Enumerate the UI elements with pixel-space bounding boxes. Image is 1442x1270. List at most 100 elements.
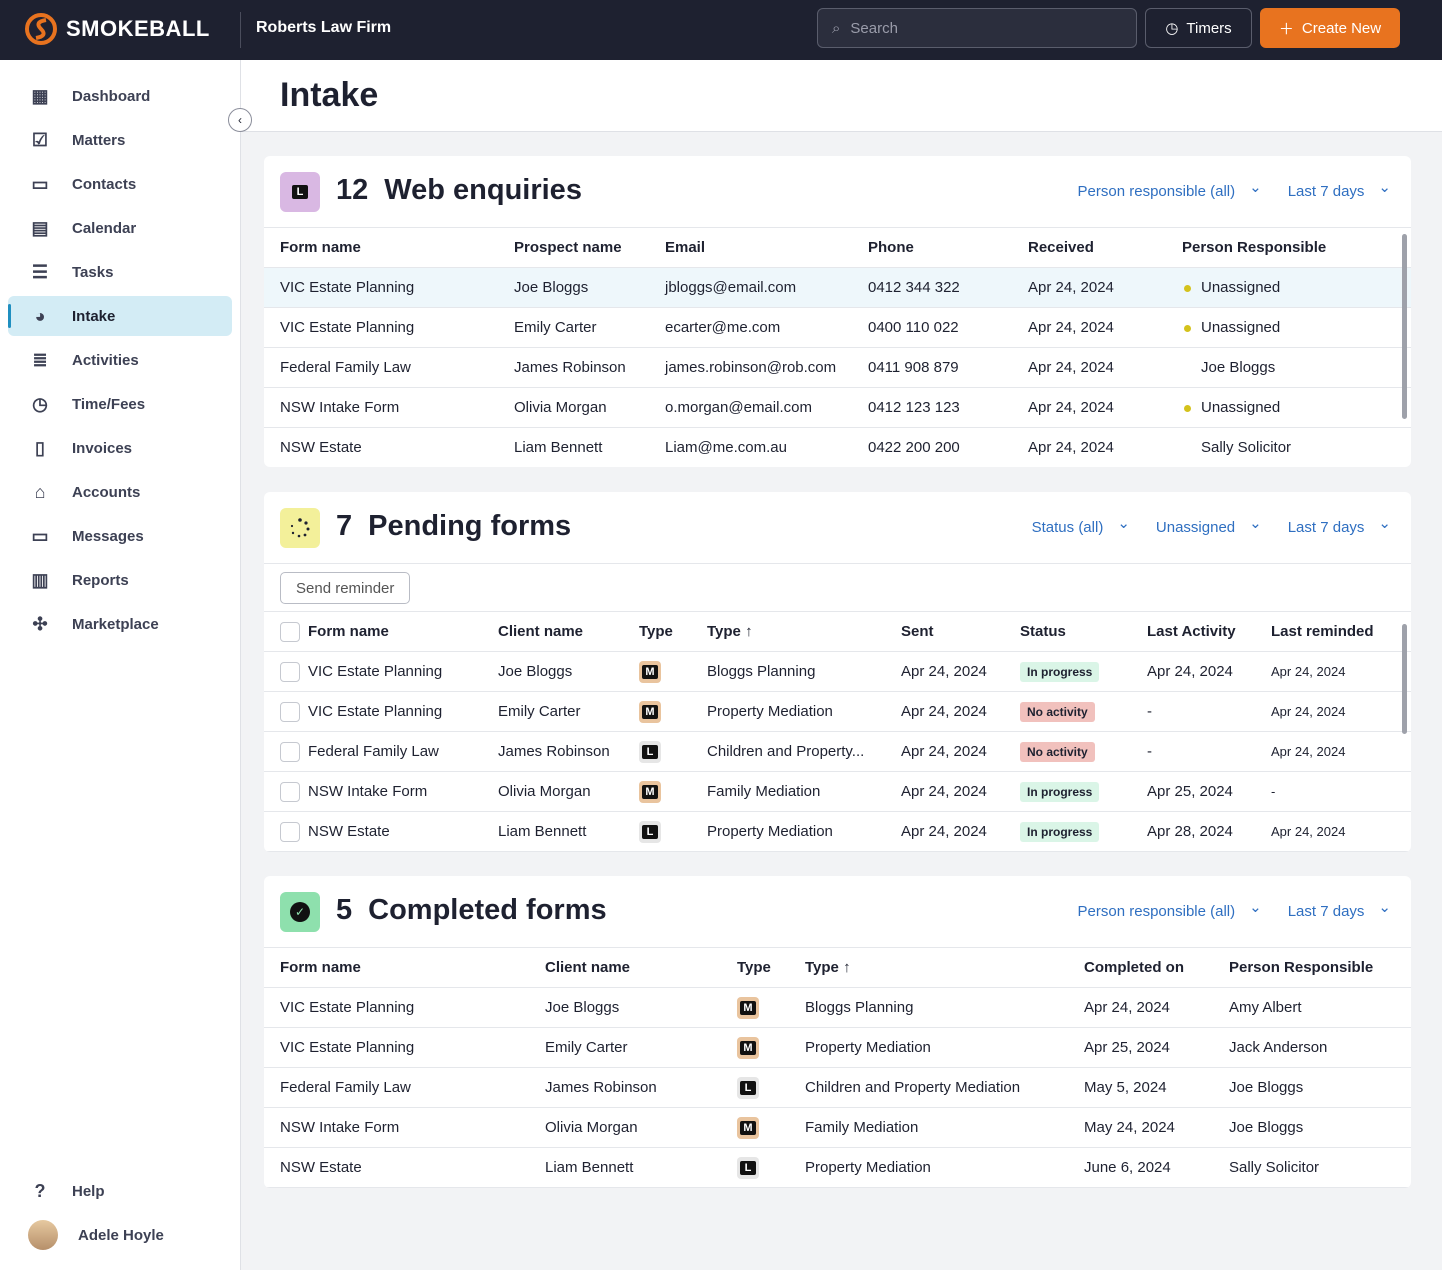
sidebar-item-dashboard[interactable]: ▦ Dashboard	[8, 76, 232, 116]
completed-date: May 24, 2024	[1084, 1119, 1175, 1136]
table-row[interactable]: VIC Estate Planning Emily Carter ecarter@m…	[264, 308, 1411, 348]
collapse-sidebar-button[interactable]: ‹	[228, 108, 252, 132]
activities-icon: ≣	[32, 349, 48, 370]
user-profile[interactable]: Adele Hoyle	[8, 1215, 232, 1255]
table-row[interactable]: VIC Estate Planning Joe Bloggs M Bloggs Pla…	[264, 988, 1411, 1028]
prospect-name: Olivia Morgan	[514, 399, 607, 416]
sidebar-item-accounts[interactable]: ⌂ Accounts	[8, 472, 232, 512]
column-header[interactable]: Last Activity	[1147, 623, 1236, 640]
status-cell: No activity	[1020, 742, 1147, 762]
received-date: Apr 24, 2024	[1028, 319, 1114, 336]
smokeball-logo[interactable]: SMOKEBALL	[24, 12, 210, 46]
filter-dropdown[interactable]: Person responsible (all)	[1078, 902, 1262, 920]
sidebar-item-activities[interactable]: ≣ Activities	[8, 340, 232, 380]
table-row[interactable]: VIC Estate Planning Joe Bloggs M Bloggs Pla…	[264, 652, 1411, 692]
row-checkbox[interactable]	[280, 821, 300, 842]
scrollbar[interactable]	[1402, 624, 1407, 734]
pending-count: 7	[336, 510, 353, 542]
column-header[interactable]: Prospect name	[514, 239, 622, 256]
table-row[interactable]: NSW Intake Form Olivia Morgan M Family Medi…	[264, 772, 1411, 812]
table-row[interactable]: NSW Intake Form Olivia Morgan o.morgan@ema…	[264, 388, 1411, 428]
scrollbar[interactable]	[1402, 234, 1407, 419]
sidebar: ‹ ▦ Dashboard ☑ Matters ▭ Contacts ▤ Calendar ☰ T…	[0, 60, 252, 1270]
person-responsible: Joe Bloggs	[1229, 1119, 1304, 1136]
column-header[interactable]: Person Responsible	[1182, 239, 1327, 256]
timers-button[interactable]: ◷ Timers	[1145, 8, 1252, 48]
column-header[interactable]: Type	[737, 959, 771, 976]
sidebar-item-help[interactable]: ? Help	[8, 1171, 232, 1211]
prospect-name: Liam Bennett	[514, 439, 603, 456]
column-header[interactable]: Type	[639, 623, 673, 640]
sidebar-item-matters[interactable]: ☑ Matters	[8, 120, 232, 160]
column-header[interactable]: Type ↑	[707, 623, 753, 640]
sidebar-item-label: Accounts	[72, 483, 141, 501]
intake-icon: ◕	[34, 305, 46, 326]
table-header: Form name Client name Type Type ↑ Sent Status…	[264, 612, 1411, 652]
email: Liam@me.com.au	[665, 439, 787, 456]
row-checkbox[interactable]	[280, 781, 300, 802]
sidebar-item-reports[interactable]: ▥ Reports	[8, 560, 232, 600]
filter-dropdown[interactable]: Status (all)	[1032, 518, 1130, 536]
filter-dropdown[interactable]: Last 7 days	[1288, 902, 1391, 920]
column-header[interactable]: Type ↑	[805, 959, 851, 976]
column-header[interactable]: Last reminded	[1271, 623, 1374, 640]
table-row[interactable]: NSW Estate Liam Bennett L Property Mediatio…	[264, 1148, 1411, 1188]
column-header[interactable]: Client name	[545, 959, 631, 976]
filter-dropdown[interactable]: Person responsible (all)	[1078, 182, 1262, 200]
table-row[interactable]: NSW Estate Liam Bennett L Property Mediatio…	[264, 812, 1411, 852]
column-header[interactable]: Phone	[868, 239, 914, 256]
check-circle-icon: ✓	[280, 892, 320, 932]
form-type-letter: M	[642, 664, 658, 679]
table-header: Form name Prospect name Email Phone Received…	[264, 228, 1411, 268]
sidebar-item-marketplace[interactable]: ✣ Marketplace	[8, 604, 232, 644]
table-row[interactable]: VIC Estate Planning Emily Carter M Property…	[264, 692, 1411, 732]
form-name: Federal Family Law	[280, 1079, 411, 1096]
table-row[interactable]: NSW Intake Form Olivia Morgan M Family Medi…	[264, 1108, 1411, 1148]
table-row[interactable]: Federal Family Law James Robinson L Childre…	[264, 732, 1411, 772]
column-header[interactable]: Form name	[280, 239, 361, 256]
table-row[interactable]: Federal Family Law James Robinson james.ro…	[264, 348, 1411, 388]
column-header[interactable]: Received	[1028, 239, 1094, 256]
column-header[interactable]: Email	[665, 239, 706, 256]
sidebar-item-tasks[interactable]: ☰ Tasks	[8, 252, 232, 292]
form-type: Bloggs Planning	[707, 663, 816, 680]
form-type-letter: L	[642, 744, 658, 759]
table-row[interactable]: Federal Family Law James Robinson L Childre…	[264, 1068, 1411, 1108]
table-row[interactable]: NSW Estate Liam Bennett Liam@me.com.au 0422…	[264, 428, 1411, 467]
filter-dropdown[interactable]: Last 7 days	[1288, 518, 1391, 536]
table-row[interactable]: VIC Estate Planning Emily Carter M Property…	[264, 1028, 1411, 1068]
section-title: Pending forms	[368, 510, 572, 542]
table-row[interactable]: VIC Estate Planning Joe Bloggs jbloggs@ema…	[264, 268, 1411, 308]
column-header[interactable]: Status	[1020, 623, 1066, 640]
status-badge: In progress	[1020, 662, 1100, 682]
last-reminded: Apr 24, 2024	[1271, 744, 1346, 759]
mediation-folder-icon: M	[639, 780, 661, 803]
row-checkbox[interactable]	[280, 701, 300, 722]
row-checkbox[interactable]	[280, 741, 300, 762]
column-header[interactable]: Completed on	[1084, 959, 1184, 976]
sidebar-item-time-fees[interactable]: ◷ Time/Fees	[8, 384, 232, 424]
client-name: Joe Bloggs	[545, 999, 620, 1016]
sidebar-item-contacts[interactable]: ▭ Contacts	[8, 164, 232, 204]
page-header: Intake	[241, 60, 1442, 132]
sidebar-item-calendar[interactable]: ▤ Calendar	[8, 208, 232, 248]
sidebar-item-invoices[interactable]: ▯ Invoices	[8, 428, 232, 468]
sidebar-item-intake[interactable]: ◕ Intake	[8, 296, 232, 336]
filter-dropdown[interactable]: Last 7 days	[1288, 182, 1391, 200]
search-input[interactable]: ⌕ Search	[817, 8, 1137, 48]
form-type-letter: M	[642, 784, 658, 799]
column-header[interactable]: Sent	[901, 623, 934, 640]
sidebar-item-messages[interactable]: ▭ Messages	[8, 516, 232, 556]
filter-dropdown[interactable]: Unassigned	[1156, 518, 1262, 536]
column-header[interactable]: Client name	[498, 623, 584, 640]
column-header[interactable]: Form name	[280, 959, 361, 976]
create-new-button[interactable]: ＋ Create New	[1260, 8, 1400, 48]
unassigned-dot-icon	[1184, 405, 1191, 412]
send-reminder-button[interactable]: Send reminder	[280, 572, 411, 604]
form-type: Bloggs Planning	[805, 999, 914, 1016]
select-all-checkbox[interactable]	[280, 621, 300, 642]
column-header[interactable]: Person Responsible	[1229, 959, 1374, 976]
column-header[interactable]: Form name	[308, 623, 389, 640]
row-checkbox[interactable]	[280, 661, 300, 682]
user-name: Adele Hoyle	[78, 1226, 164, 1244]
